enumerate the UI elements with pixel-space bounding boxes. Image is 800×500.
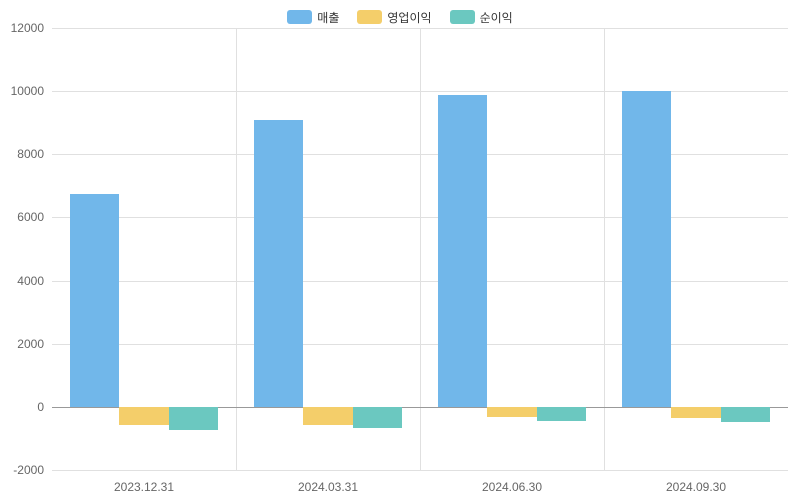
legend-label: 영업이익 xyxy=(387,9,431,26)
bar xyxy=(254,120,303,407)
legend: 매출 영업이익 순이익 xyxy=(0,0,800,28)
gridline-v xyxy=(420,28,421,470)
y-tick-label: 10000 xyxy=(11,84,44,98)
legend-swatch xyxy=(287,10,312,24)
bar xyxy=(70,194,119,407)
y-tick-label: 8000 xyxy=(17,147,44,161)
y-tick-label: 2000 xyxy=(17,337,44,351)
bar xyxy=(353,407,402,428)
y-tick-label: -2000 xyxy=(13,463,44,477)
gridline-v xyxy=(604,28,605,470)
bar xyxy=(487,407,536,417)
y-tick-label: 4000 xyxy=(17,274,44,288)
legend-swatch xyxy=(450,10,475,24)
legend-label: 순이익 xyxy=(480,9,513,26)
bar xyxy=(721,407,770,422)
y-tick-label: 0 xyxy=(37,400,44,414)
gridline-v xyxy=(236,28,237,470)
x-tick-label: 2024.06.30 xyxy=(482,480,542,494)
legend-label: 매출 xyxy=(317,9,339,26)
plot-area xyxy=(52,28,788,470)
x-tick-label: 2023.12.31 xyxy=(114,480,174,494)
x-tick-label: 2024.03.31 xyxy=(298,480,358,494)
legend-item-2[interactable]: 순이익 xyxy=(450,9,513,26)
y-axis: -2000020004000600080001000012000 xyxy=(0,28,52,470)
legend-swatch xyxy=(357,10,382,24)
legend-item-1[interactable]: 영업이익 xyxy=(357,9,431,26)
bar xyxy=(119,407,168,426)
bar xyxy=(622,91,671,407)
y-tick-label: 6000 xyxy=(17,210,44,224)
bar xyxy=(303,407,352,425)
bar xyxy=(671,407,720,418)
legend-item-0[interactable]: 매출 xyxy=(287,9,339,26)
bar xyxy=(537,407,586,421)
bar xyxy=(169,407,218,430)
x-axis: 2023.12.31 2024.03.31 2024.06.30 2024.09.30 xyxy=(52,470,788,500)
x-tick-label: 2024.09.30 xyxy=(666,480,726,494)
bar xyxy=(438,95,487,407)
y-tick-label: 12000 xyxy=(11,21,44,35)
financial-bar-chart: 매출 영업이익 순이익 -2000 0 2000 4000 6000 8000 10000 120… xyxy=(0,0,800,500)
